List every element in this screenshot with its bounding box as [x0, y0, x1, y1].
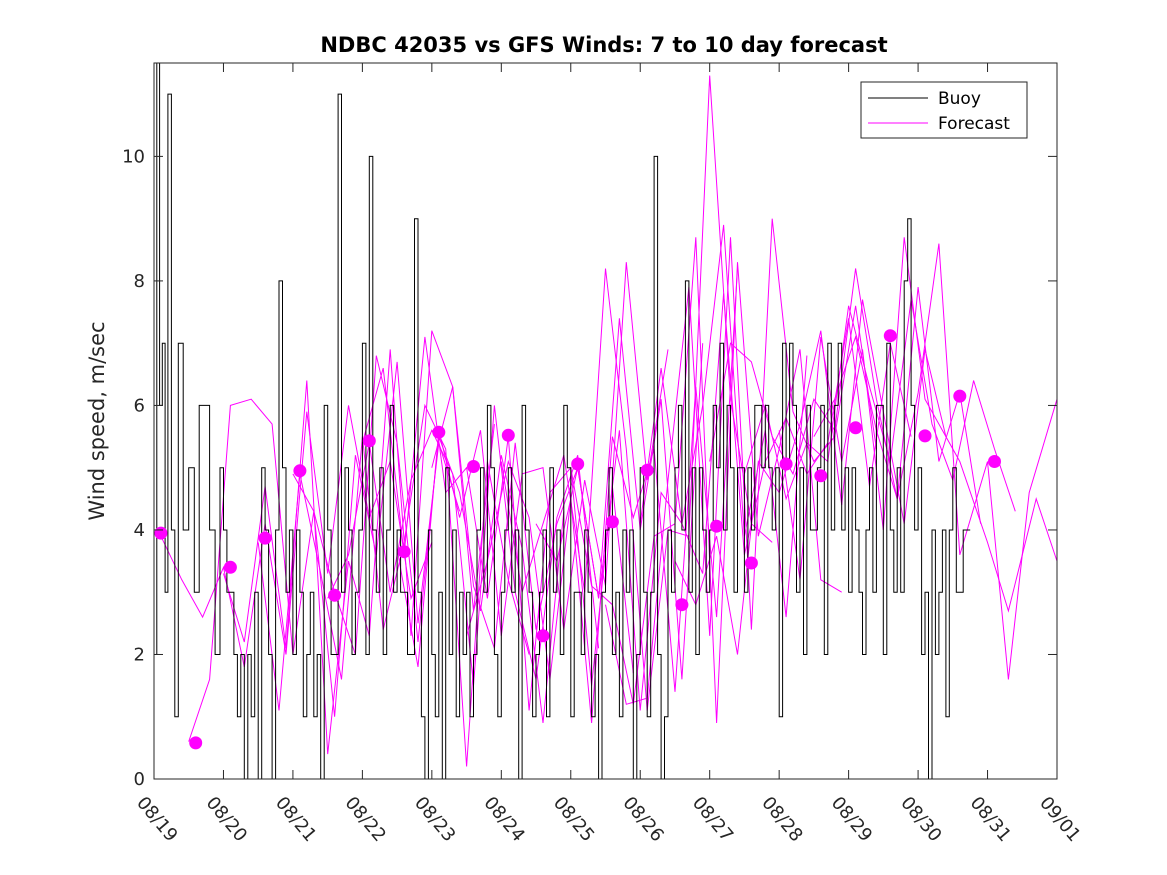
legend-label-buoy: Buoy	[938, 89, 981, 109]
y-tick-label: 6	[134, 395, 145, 416]
series-layer	[154, 62, 1058, 780]
y-tick-label: 8	[134, 271, 145, 292]
forecast-run-line-20	[813, 243, 1058, 680]
plot-area	[154, 63, 1057, 779]
y-tick-label: 2	[134, 644, 145, 665]
buoy-series-line	[154, 62, 971, 780]
forecast-point	[397, 545, 411, 559]
forecast-point	[779, 457, 793, 471]
forecast-point	[675, 598, 689, 612]
forecast-run-line-7	[361, 336, 634, 711]
forecast-point	[501, 428, 515, 442]
forecast-run-line-11	[500, 75, 773, 711]
forecast-point	[189, 736, 203, 750]
forecast-point	[432, 425, 446, 439]
forecast-run-line-18	[743, 299, 1016, 512]
forecast-point	[883, 329, 897, 343]
forecast-point	[467, 460, 480, 473]
legend-label-forecast: Forecast	[938, 114, 1010, 134]
forecast-run-line-15	[639, 293, 912, 574]
forecast-point	[918, 429, 932, 443]
forecast-point	[328, 588, 342, 602]
forecast-point	[988, 455, 1001, 468]
forecast-point	[362, 434, 376, 448]
forecast-point	[154, 526, 168, 540]
forecast-point	[744, 556, 758, 570]
legend-box	[860, 81, 1028, 139]
forecast-point	[605, 515, 619, 529]
forecast-point	[849, 421, 863, 435]
forecast-point	[710, 519, 724, 533]
forecast-point	[536, 629, 550, 643]
forecast-run-line-19	[778, 237, 1058, 613]
forecast-point	[814, 469, 828, 483]
forecast-point	[293, 464, 307, 478]
y-tick-label: 0	[134, 769, 145, 790]
axes-box	[153, 62, 1058, 780]
legend: Buoy Forecast	[860, 81, 1028, 139]
forecast-point	[258, 531, 272, 545]
forecast-point	[571, 457, 585, 471]
y-tick-label: 10	[122, 146, 145, 167]
y-axis-label: Wind speed, m/sec	[85, 321, 109, 520]
forecast-point	[223, 560, 237, 574]
forecast-run-line-8	[396, 262, 669, 667]
y-tick-label: 4	[134, 520, 145, 541]
forecast-point	[640, 463, 654, 477]
chart-title: NDBC 42035 vs GFS Winds: 7 to 10 day for…	[320, 33, 887, 57]
forecast-point	[953, 389, 967, 403]
